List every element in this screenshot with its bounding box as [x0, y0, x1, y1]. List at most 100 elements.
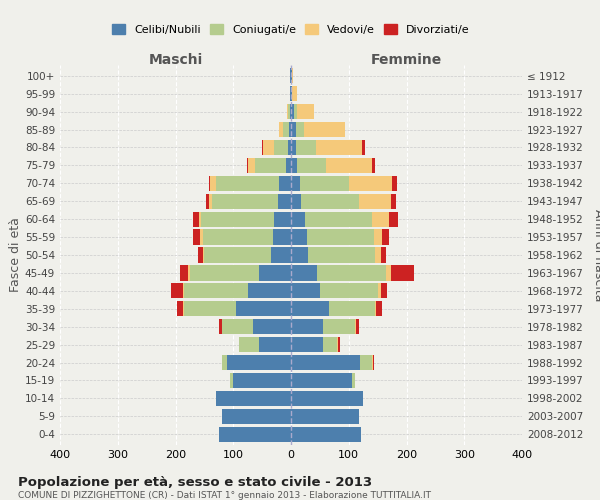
Bar: [296, 122, 304, 137]
Text: Femmine: Femmine: [371, 53, 442, 67]
Bar: [209, 176, 210, 191]
Bar: [205, 248, 271, 262]
Bar: [305, 212, 372, 227]
Bar: [372, 158, 375, 173]
Bar: [219, 319, 222, 334]
Bar: [349, 176, 392, 191]
Bar: [262, 140, 263, 155]
Bar: [391, 266, 414, 280]
Bar: [190, 266, 259, 280]
Bar: [299, 176, 349, 191]
Bar: [382, 230, 389, 244]
Bar: [263, 140, 274, 155]
Bar: [391, 194, 395, 209]
Bar: [291, 266, 317, 280]
Bar: [374, 230, 382, 244]
Bar: [320, 283, 377, 298]
Bar: [291, 104, 294, 119]
Bar: [279, 122, 283, 137]
Y-axis label: Fasce di età: Fasce di età: [9, 218, 22, 292]
Bar: [291, 283, 320, 298]
Bar: [172, 283, 183, 298]
Bar: [338, 337, 340, 352]
Bar: [193, 212, 199, 227]
Bar: [199, 212, 202, 227]
Bar: [253, 319, 291, 334]
Bar: [291, 408, 359, 424]
Bar: [248, 283, 291, 298]
Y-axis label: Anni di nascita: Anni di nascita: [592, 209, 600, 301]
Bar: [291, 176, 299, 191]
Bar: [297, 158, 326, 173]
Bar: [291, 194, 301, 209]
Text: Popolazione per età, sesso e stato civile - 2013: Popolazione per età, sesso e stato civil…: [18, 476, 372, 489]
Bar: [392, 176, 397, 191]
Bar: [206, 194, 209, 209]
Bar: [291, 373, 352, 388]
Bar: [274, 212, 291, 227]
Bar: [291, 426, 361, 442]
Bar: [360, 355, 372, 370]
Bar: [291, 158, 297, 173]
Bar: [373, 355, 374, 370]
Bar: [283, 122, 289, 137]
Bar: [292, 86, 297, 102]
Bar: [323, 319, 355, 334]
Bar: [227, 355, 291, 370]
Bar: [233, 373, 291, 388]
Bar: [291, 301, 329, 316]
Bar: [247, 158, 248, 173]
Bar: [230, 373, 233, 388]
Bar: [291, 248, 308, 262]
Bar: [290, 104, 291, 119]
Bar: [386, 266, 391, 280]
Bar: [202, 212, 274, 227]
Bar: [326, 158, 372, 173]
Bar: [291, 391, 363, 406]
Bar: [308, 248, 375, 262]
Bar: [307, 230, 374, 244]
Bar: [274, 140, 288, 155]
Bar: [376, 301, 382, 316]
Bar: [286, 158, 291, 173]
Bar: [380, 283, 388, 298]
Bar: [352, 373, 355, 388]
Bar: [291, 337, 323, 352]
Bar: [239, 337, 259, 352]
Bar: [301, 194, 359, 209]
Bar: [291, 86, 292, 102]
Bar: [222, 408, 291, 424]
Bar: [291, 355, 360, 370]
Bar: [203, 230, 272, 244]
Bar: [179, 266, 188, 280]
Text: COMUNE DI PIZZIGHETTONE (CR) - Dati ISTAT 1° gennaio 2013 - Elaborazione TUTTITA: COMUNE DI PIZZIGHETTONE (CR) - Dati ISTA…: [18, 491, 431, 500]
Bar: [356, 319, 359, 334]
Bar: [203, 248, 205, 262]
Bar: [222, 355, 227, 370]
Bar: [355, 319, 356, 334]
Bar: [216, 391, 291, 406]
Bar: [184, 301, 236, 316]
Bar: [209, 194, 212, 209]
Bar: [297, 104, 314, 119]
Bar: [188, 266, 190, 280]
Bar: [210, 176, 216, 191]
Bar: [272, 230, 291, 244]
Bar: [200, 230, 203, 244]
Bar: [375, 248, 380, 262]
Bar: [375, 301, 376, 316]
Bar: [291, 140, 296, 155]
Legend: Celibi/Nubili, Coniugati/e, Vedovi/e, Divorziati/e: Celibi/Nubili, Coniugati/e, Vedovi/e, Di…: [109, 21, 473, 38]
Bar: [323, 337, 337, 352]
Bar: [222, 319, 253, 334]
Bar: [294, 104, 297, 119]
Bar: [280, 176, 291, 191]
Bar: [184, 283, 248, 298]
Bar: [271, 248, 291, 262]
Bar: [291, 230, 307, 244]
Bar: [291, 122, 296, 137]
Bar: [292, 68, 293, 84]
Bar: [316, 140, 362, 155]
Bar: [183, 283, 184, 298]
Bar: [198, 248, 203, 262]
